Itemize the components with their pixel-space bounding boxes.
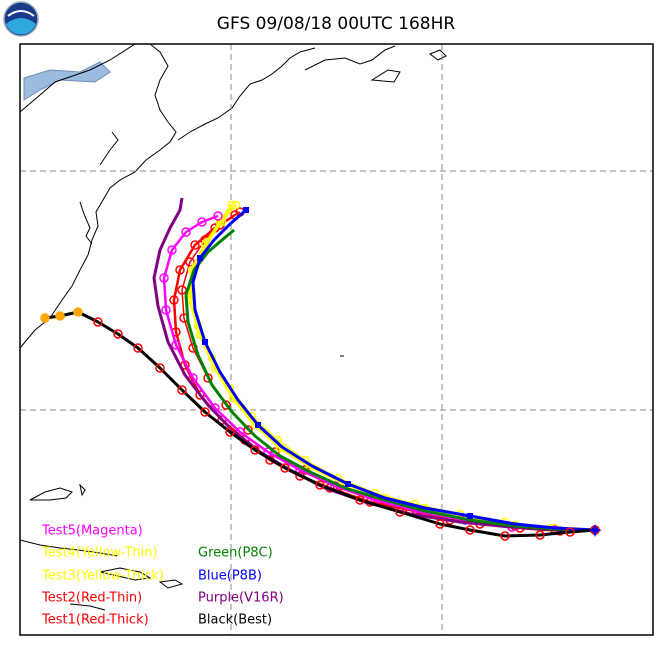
- track-point: [280, 463, 290, 473]
- track-point: [155, 363, 165, 373]
- legend: Test5(Magenta) Test4(Yellow-Thin) Test3(Ye…: [41, 524, 284, 628]
- track-point: [355, 495, 365, 505]
- track-point: [40, 313, 50, 323]
- track-point: [159, 273, 169, 283]
- track-point: [535, 530, 545, 540]
- legend-label: Test1(Red-Thick): [41, 613, 149, 628]
- track-point: [243, 207, 249, 213]
- track-point: [221, 400, 231, 410]
- legend-label: Test5(Magenta): [41, 524, 143, 539]
- track-point: [55, 311, 65, 321]
- track-point: [177, 385, 187, 395]
- track-point: [465, 525, 475, 535]
- legend-label: Black(Best): [198, 613, 272, 628]
- track-point: [175, 265, 185, 275]
- track-point: [225, 427, 235, 437]
- legend-label: Test2(Red-Thin): [41, 591, 142, 606]
- track-point: [187, 290, 197, 300]
- track-point: [467, 513, 473, 519]
- track-point: [213, 211, 223, 221]
- track-point: [185, 257, 195, 267]
- track-point: [190, 240, 200, 250]
- storm-start: [588, 524, 602, 537]
- track-point: [171, 340, 181, 350]
- track-point: [197, 217, 207, 227]
- track-point: [395, 507, 405, 517]
- track-point: [565, 527, 575, 537]
- track-line: [44, 310, 596, 538]
- track-point: [500, 531, 510, 541]
- map-title: GFS 09/08/18 00UTC 168HR: [217, 14, 456, 34]
- track-point: [169, 295, 179, 305]
- track-point: [225, 383, 235, 393]
- track-line: [184, 228, 596, 532]
- track-point: [435, 519, 445, 529]
- track-point: [197, 255, 203, 261]
- track-point: [250, 445, 260, 455]
- land: [19, 43, 447, 611]
- legend-label: Test3(Yellow-Thick): [41, 569, 164, 584]
- track-point: [73, 307, 83, 317]
- track-point: [200, 407, 210, 417]
- track-point: [133, 343, 143, 353]
- track-line: [188, 204, 596, 532]
- tracks: [40, 197, 602, 541]
- track-point: [177, 285, 187, 295]
- track-point: [345, 481, 351, 487]
- map-frame: [19, 43, 654, 636]
- track-point: [93, 317, 103, 327]
- grid: [20, 44, 653, 635]
- legend-label: Green(P8C): [198, 546, 273, 561]
- track-point: [181, 227, 191, 237]
- track-point: [315, 480, 325, 490]
- track-point: [231, 200, 241, 210]
- legend-label: Purple(V16R): [198, 591, 284, 606]
- track-point: [255, 422, 261, 428]
- track-point: [167, 245, 177, 255]
- legend-label: Blue(P8B): [198, 569, 262, 584]
- track-point: [113, 329, 123, 339]
- track-line: [152, 197, 595, 532]
- track-point: [161, 305, 171, 315]
- track-point: [202, 339, 208, 345]
- noaa-logo: [3, 1, 39, 37]
- legend-label: Test4(Yellow-Thin): [41, 546, 158, 561]
